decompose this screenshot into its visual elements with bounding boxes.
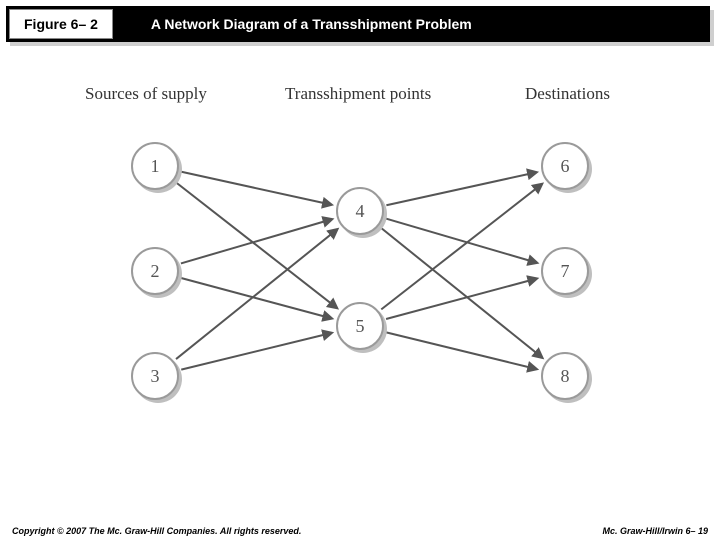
node: 1 (131, 142, 179, 190)
column-header: Transshipment points (285, 84, 431, 104)
figure-title: A Network Diagram of a Transshipment Pro… (151, 16, 472, 32)
edge (176, 229, 337, 359)
node-label: 1 (151, 156, 160, 177)
column-header: Sources of supply (85, 84, 207, 104)
node-label: 3 (151, 366, 160, 387)
figure-label: Figure 6– 2 (9, 9, 113, 39)
copyright-text: Copyright © 2007 The Mc. Graw-Hill Compa… (12, 526, 301, 536)
node-label: 4 (356, 201, 365, 222)
node-label: 8 (561, 366, 570, 387)
edge (181, 333, 332, 370)
node: 5 (336, 302, 384, 350)
edge (386, 279, 537, 319)
edge (181, 172, 331, 205)
network-diagram: Sources of supply Transshipment points Des… (0, 76, 720, 476)
column-header: Destinations (525, 84, 610, 104)
node-label: 5 (356, 316, 365, 337)
edge (386, 332, 537, 369)
edge (181, 219, 332, 263)
node: 3 (131, 352, 179, 400)
node-label: 6 (561, 156, 570, 177)
node: 8 (541, 352, 589, 400)
title-main: Figure 6– 2 A Network Diagram of a Trans… (6, 6, 710, 42)
node: 2 (131, 247, 179, 295)
node-label: 2 (151, 261, 160, 282)
edge (181, 278, 332, 318)
title-bar: Figure 6– 2 A Network Diagram of a Trans… (6, 6, 714, 48)
edge (386, 219, 537, 263)
node: 7 (541, 247, 589, 295)
node-label: 7 (561, 261, 570, 282)
edge (386, 172, 536, 205)
accent-block (119, 9, 133, 39)
edges-layer (0, 76, 720, 476)
node: 4 (336, 187, 384, 235)
node: 6 (541, 142, 589, 190)
footer: Copyright © 2007 The Mc. Graw-Hill Compa… (12, 526, 708, 536)
figure-label-text: Figure 6– 2 (24, 16, 98, 32)
page-ref-text: Mc. Graw-Hill/Irwin 6– 19 (602, 526, 708, 536)
